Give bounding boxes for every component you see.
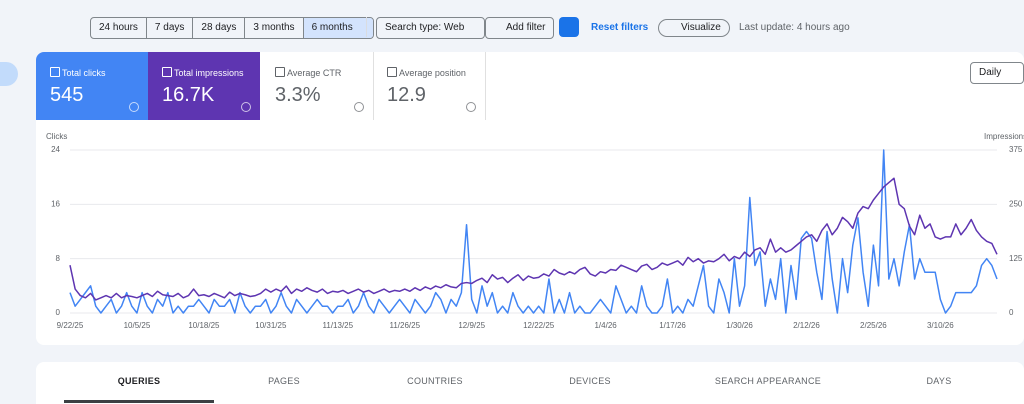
tab[interactable]: QUERIES — [117, 376, 161, 386]
metric-label: Total clicks — [62, 68, 106, 78]
metric-card[interactable]: Total impressions 16.7K — [148, 52, 260, 120]
x-tick-label: 10/5/25 — [124, 321, 151, 330]
tab[interactable]: SEARCH APPEARANCE — [714, 376, 822, 386]
series-line — [69, 149, 998, 314]
visualize-button[interactable]: Visualize — [658, 19, 730, 37]
filter-icon-button[interactable] — [559, 17, 579, 37]
metric-value: 12.9 — [387, 84, 426, 106]
y2-tick-label: 375 — [1009, 145, 1023, 154]
x-tick-label: 3/10/26 — [927, 321, 954, 330]
help-icon — [466, 102, 476, 112]
x-tick-label: 1/4/26 — [594, 321, 617, 330]
range-button[interactable]: 6 months — [303, 18, 373, 38]
range-button[interactable]: 3 months — [245, 18, 304, 38]
x-tick-label: 10/31/25 — [255, 321, 287, 330]
help-icon — [354, 102, 364, 112]
tab-underline — [64, 400, 214, 403]
granularity-dropdown[interactable]: Daily — [970, 62, 1024, 84]
tab[interactable]: DEVICES — [569, 376, 611, 386]
tab-bar: QUERIES PAGES COUNTRIES DEVICES SEARCH A… — [36, 362, 1024, 404]
checkbox — [275, 67, 285, 77]
metric-card[interactable]: Average position 12.9 — [373, 52, 486, 120]
help-icon — [129, 102, 139, 112]
x-tick-label: 12/9/25 — [458, 321, 485, 330]
series-line — [69, 177, 998, 301]
x-tick-label: 11/26/25 — [389, 321, 420, 330]
divider — [366, 17, 367, 37]
tab[interactable]: COUNTRIES — [407, 376, 463, 386]
x-tick-label: 12/22/25 — [523, 321, 555, 330]
nav-indicator — [0, 62, 18, 86]
y-tick-label: 0 — [56, 308, 61, 317]
metric-card[interactable]: Average CTR 3.3% — [261, 52, 374, 120]
visualize-text: Visualize — [681, 22, 721, 33]
add-filter-button[interactable]: Add filter — [485, 17, 555, 39]
x-tick-label: 2/25/26 — [860, 321, 887, 330]
chart: Clicks Impressions 0 8 16 24 0 125 250 375 9/22/… — [46, 132, 1024, 330]
date-range-selector: 24 hours 7 days 28 days 3 months 6 month… — [90, 17, 374, 39]
x-tick-label: 9/22/25 — [57, 321, 84, 330]
reset-filters[interactable]: Reset filters — [591, 22, 649, 33]
metric-value: 3.3% — [275, 84, 321, 106]
metric-value: 16.7K — [162, 84, 215, 106]
x-tick-label: 2/12/26 — [793, 321, 820, 330]
range-button[interactable]: 7 days — [147, 18, 194, 38]
granularity-text: Daily — [979, 67, 1002, 78]
tab[interactable]: PAGES — [268, 376, 300, 386]
add-filter-text: Add filter — [506, 22, 546, 33]
metric-label: Average CTR — [287, 68, 342, 78]
x-tick-label: 1/17/26 — [659, 321, 686, 330]
y-axis-label: Clicks — [46, 132, 67, 141]
y-tick-label: 16 — [51, 199, 60, 208]
x-tick-label: 11/13/25 — [323, 321, 354, 330]
tab[interactable]: DAYS — [926, 376, 952, 386]
help-icon — [241, 102, 251, 112]
metric-value: 545 — [50, 84, 84, 106]
checkbox — [387, 67, 397, 77]
search-type-button[interactable]: Search type: Web — [376, 17, 486, 39]
last-update: Last update: 4 hours ago — [739, 22, 850, 33]
x-tick-label: 1/30/26 — [726, 321, 753, 330]
metric-label: Average position — [399, 68, 466, 78]
checkbox — [162, 67, 172, 77]
y2-tick-label: 250 — [1009, 199, 1023, 208]
range-button[interactable]: 28 days — [193, 18, 246, 38]
search-type-text: Search type: Web — [385, 22, 465, 33]
checkbox — [50, 67, 60, 77]
range-button[interactable]: 24 hours — [91, 18, 147, 38]
x-tick-label: 10/18/25 — [188, 321, 220, 330]
y2-tick-label: 125 — [1009, 254, 1023, 263]
metric-card[interactable]: Total clicks 545 — [36, 52, 148, 120]
metric-label: Total impressions — [174, 68, 244, 78]
y2-axis-label: Impressions — [984, 132, 1024, 141]
y2-tick-label: 0 — [1009, 308, 1014, 317]
y-tick-label: 8 — [56, 254, 61, 263]
y-tick-label: 24 — [51, 145, 60, 154]
